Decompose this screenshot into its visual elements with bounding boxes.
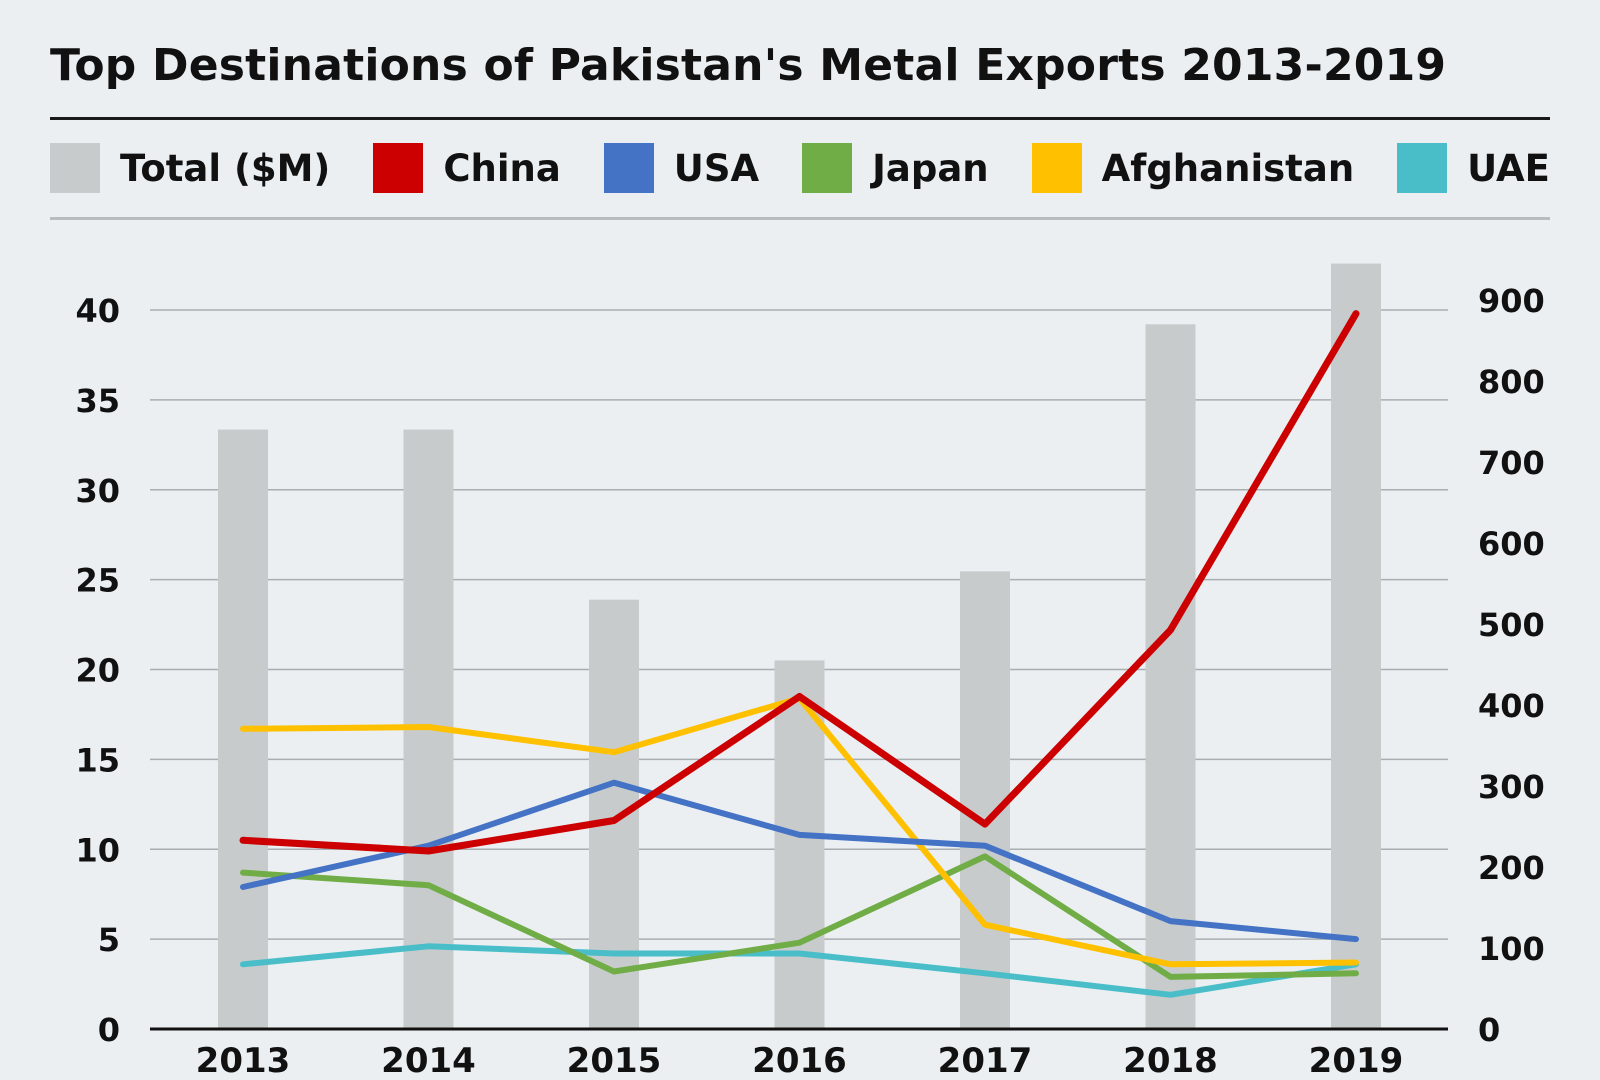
legend-label-afghanistan: Afghanistan (1101, 146, 1355, 190)
bar-total (1331, 263, 1381, 1029)
y-tick-label-left: 15 (75, 741, 120, 779)
legend-item-china: China (373, 143, 561, 193)
x-tick-label: 2016 (752, 1041, 847, 1080)
y-tick-label-right: 0 (1478, 1011, 1500, 1049)
legend-item-afghanistan: Afghanistan (1031, 143, 1355, 193)
y-tick-label-right: 900 (1478, 282, 1545, 320)
line-series-uae (240, 943, 1359, 998)
legend-divider (50, 217, 1550, 220)
legend-item-total: Total ($M) (50, 143, 330, 193)
line-series-usa (240, 779, 1359, 943)
y-tick-label-left: 25 (75, 562, 120, 600)
bar-total (960, 571, 1010, 1029)
y-tick-label-left: 40 (75, 292, 120, 330)
x-tick-label: 2015 (567, 1041, 662, 1080)
y-tick-label-right: 200 (1478, 849, 1545, 887)
legend-swatch-afghanistan (1031, 143, 1082, 193)
y-tick-label-left: 35 (75, 382, 120, 420)
legend-swatch-usa (603, 143, 654, 193)
legend-item-usa: USA (603, 143, 760, 193)
x-tick-label: 2014 (381, 1041, 476, 1080)
legend-label-japan: Japan (872, 146, 989, 190)
y-tick-label-right: 800 (1478, 363, 1545, 401)
y-tick-label-left: 20 (75, 652, 120, 690)
x-tick-label: 2017 (938, 1041, 1033, 1080)
legend-label-usa: USA (673, 146, 760, 190)
y-tick-label-left: 30 (75, 472, 120, 510)
line-series-japan (240, 853, 1359, 980)
legend-item-uae: UAE (1397, 143, 1550, 193)
legend-label-china: China (443, 146, 561, 190)
legend-label-uae: UAE (1467, 146, 1550, 190)
bar-total (589, 599, 639, 1029)
legend-swatch-japan (802, 143, 853, 193)
x-tick-label: 2018 (1123, 1041, 1218, 1080)
y-tick-label-left: 5 (98, 921, 120, 959)
legend-label-total: Total ($M) (120, 146, 331, 190)
y-tick-label-left: 10 (75, 831, 120, 869)
y-tick-label-right: 600 (1478, 525, 1545, 563)
legend-swatch-uae (1397, 143, 1448, 193)
y-tick-label-right: 400 (1478, 687, 1545, 725)
y-tick-label-right: 100 (1478, 930, 1545, 968)
legend-item-japan: Japan (802, 143, 989, 193)
y-tick-label-left: 0 (98, 1011, 120, 1049)
x-tick-label: 2019 (1309, 1041, 1404, 1080)
y-tick-label-right: 300 (1478, 768, 1545, 806)
legend: Total ($M) China USA Japan Afghanistan U… (50, 143, 1550, 193)
y-tick-label-right: 700 (1478, 444, 1545, 482)
legend-swatch-total (50, 143, 100, 193)
chart-title: Top Destinations of Pakistan's Metal Exp… (50, 40, 1447, 91)
x-tick-label: 2013 (196, 1041, 291, 1080)
line-series-china (239, 310, 1360, 855)
legend-swatch-china (373, 143, 424, 193)
title-divider (50, 117, 1550, 120)
y-tick-label-right: 500 (1478, 606, 1545, 644)
